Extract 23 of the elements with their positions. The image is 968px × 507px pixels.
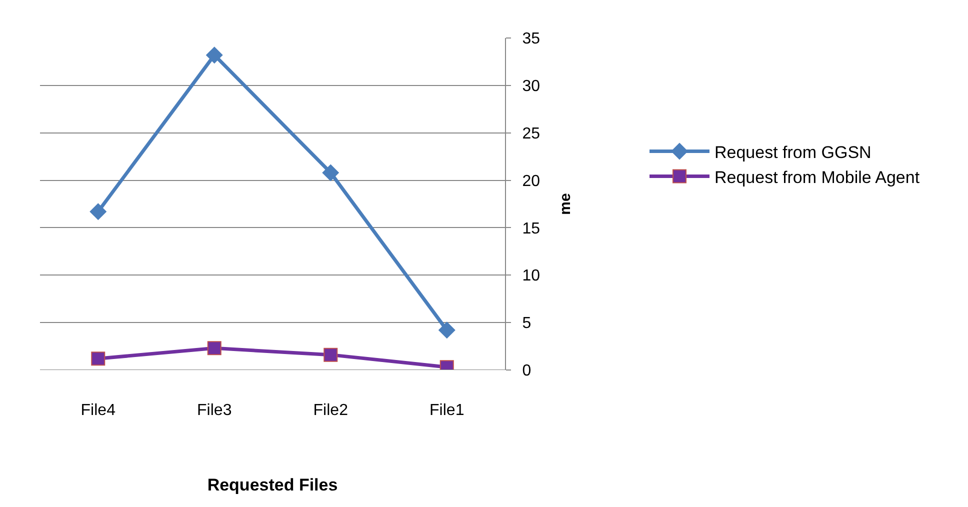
x-tick-label: File1 [430, 402, 464, 419]
y-tick-label: 10 [522, 268, 540, 285]
point [322, 164, 339, 181]
y-tick-label: 30 [522, 78, 540, 96]
y-tick-label: 5 [522, 315, 532, 332]
point [324, 348, 338, 362]
y-tick-label: 0 [522, 362, 532, 380]
legend-label: Request from GGSN [714, 142, 872, 162]
point [90, 203, 106, 220]
point [91, 352, 106, 366]
y-tick-label: 20 [522, 172, 540, 190]
y-axis-title: me [557, 193, 574, 215]
point [438, 322, 456, 338]
y-tick-label: 25 [522, 125, 540, 142]
x-tick-label: File3 [197, 402, 232, 419]
x-tick-label: File4 [80, 402, 116, 419]
x-tick-label: File2 [313, 402, 348, 419]
y-tick-label: 15 [522, 220, 540, 238]
x-axis-title: Requested Files [207, 475, 338, 494]
y-tick-label: 35 [522, 30, 540, 48]
legend-label: Request from Mobile Agent [714, 168, 920, 187]
point [207, 341, 222, 356]
point [206, 46, 223, 64]
